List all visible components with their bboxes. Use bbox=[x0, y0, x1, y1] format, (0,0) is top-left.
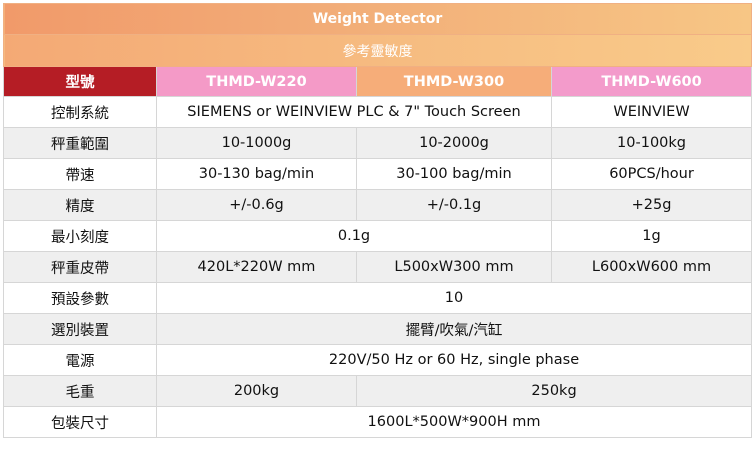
row-label: 毛重 bbox=[3, 375, 157, 407]
row-gross-weight: 毛重 200kg 250kg bbox=[3, 375, 753, 407]
subtitle-row: 參考靈敏度 bbox=[2, 34, 753, 67]
cell-accuracy-w300: +/-0.1g bbox=[356, 189, 552, 221]
cell-range-w600: 10-100kg bbox=[550, 127, 753, 159]
cell-presets-all: 10 bbox=[155, 282, 753, 314]
cell-speed-w300: 30-100 bag/min bbox=[356, 158, 552, 190]
row-accuracy: 精度 +/-0.6g +/-0.1g +25g bbox=[3, 189, 753, 221]
cell-accuracy-w220: +/-0.6g bbox=[156, 189, 357, 221]
title-row: Weight Detector bbox=[2, 3, 753, 35]
header-thmd-w220: THMD-W220 bbox=[156, 66, 357, 97]
row-weighing-belt: 秤重皮帶 420L*220W mm L500xW300 mm L600xW600… bbox=[3, 251, 753, 283]
row-weighing-range: 秤重範圍 10-1000g 10-2000g 10-100kg bbox=[3, 127, 753, 159]
cell-control-w220-w300: SIEMENS or WEINVIEW PLC & 7" Touch Scree… bbox=[156, 96, 552, 128]
row-options: 選別裝置 擺臂/吹氣/汽缸 bbox=[3, 313, 753, 345]
cell-weight-w220: 200kg bbox=[156, 375, 357, 407]
table-subtitle: 參考靈敏度 bbox=[2, 34, 753, 67]
row-label: 控制系統 bbox=[3, 96, 157, 128]
row-label: 最小刻度 bbox=[3, 220, 157, 252]
row-label: 帶速 bbox=[3, 158, 157, 190]
cell-range-w300: 10-2000g bbox=[356, 127, 552, 159]
spec-table: Weight Detector 參考靈敏度 型號 THMD-W220 THMD-… bbox=[2, 3, 753, 438]
spec-table-container: Weight Detector 參考靈敏度 型號 THMD-W220 THMD-… bbox=[2, 3, 753, 438]
row-label: 精度 bbox=[3, 189, 157, 221]
row-label: 包裝尺寸 bbox=[3, 406, 157, 438]
row-power: 電源 220V/50 Hz or 60 Hz, single phase bbox=[3, 344, 753, 376]
cell-weight-w300-w600: 250kg bbox=[355, 375, 753, 407]
cell-options-all: 擺臂/吹氣/汽缸 bbox=[155, 313, 753, 345]
cell-belt-w220: 420L*220W mm bbox=[156, 251, 357, 283]
row-presets: 預設參數 10 bbox=[3, 282, 753, 314]
row-dimensions: 包裝尺寸 1600L*500W*900H mm bbox=[3, 406, 753, 438]
row-label: 選別裝置 bbox=[3, 313, 157, 345]
row-belt-speed: 帶速 30-130 bag/min 30-100 bag/min 60PCS/h… bbox=[3, 158, 753, 190]
cell-belt-w300: L500xW300 mm bbox=[356, 251, 552, 283]
cell-accuracy-w600: +25g bbox=[550, 189, 753, 221]
row-label: 秤重皮帶 bbox=[3, 251, 157, 283]
header-model-label: 型號 bbox=[3, 66, 157, 97]
header-thmd-w600: THMD-W600 bbox=[550, 66, 753, 97]
header-thmd-w300: THMD-W300 bbox=[356, 66, 552, 97]
cell-speed-w600: 60PCS/hour bbox=[550, 158, 753, 190]
cell-control-w600: WEINVIEW bbox=[550, 96, 753, 128]
cell-dimensions-all: 1600L*500W*900H mm bbox=[155, 406, 753, 438]
cell-minscale-w600: 1g bbox=[550, 220, 753, 252]
cell-belt-w600: L600xW600 mm bbox=[550, 251, 753, 283]
row-label: 電源 bbox=[3, 344, 157, 376]
cell-range-w220: 10-1000g bbox=[156, 127, 357, 159]
row-min-scale: 最小刻度 0.1g 1g bbox=[3, 220, 753, 252]
header-row: 型號 THMD-W220 THMD-W300 THMD-W600 bbox=[3, 66, 753, 97]
cell-speed-w220: 30-130 bag/min bbox=[156, 158, 357, 190]
table-title: Weight Detector bbox=[2, 3, 753, 35]
row-label: 預設參數 bbox=[3, 282, 157, 314]
row-label: 秤重範圍 bbox=[3, 127, 157, 159]
cell-power-all: 220V/50 Hz or 60 Hz, single phase bbox=[155, 344, 753, 376]
cell-minscale-w220-w300: 0.1g bbox=[156, 220, 552, 252]
row-control-system: 控制系統 SIEMENS or WEINVIEW PLC & 7" Touch … bbox=[3, 96, 753, 128]
